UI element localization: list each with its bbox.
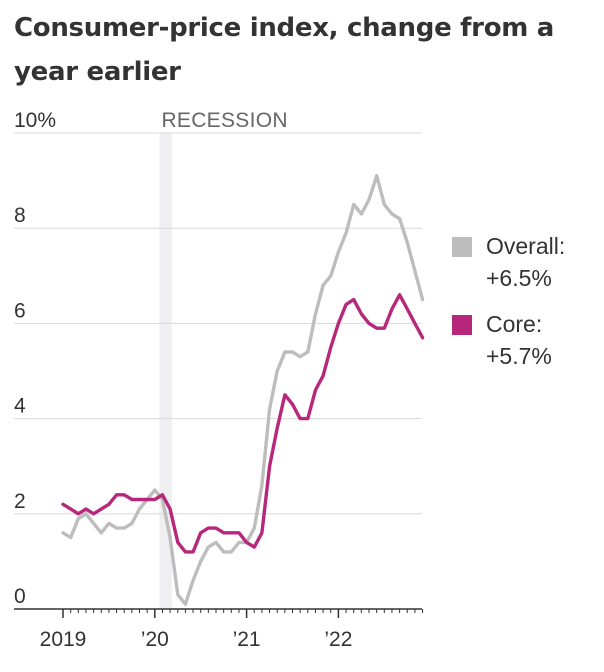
legend-swatch-core [452, 315, 472, 335]
y-tick-label-2: 2 [14, 490, 26, 513]
x-tick-label: 2019 [40, 628, 87, 651]
recession-label: RECESSION [161, 109, 287, 132]
legend-value-core: +5.7% [486, 343, 552, 369]
legend-value-overall: +6.5% [486, 265, 552, 291]
chart-title: Consumer-price index, change from a year… [14, 13, 555, 87]
x-tick-label: ’20 [141, 628, 169, 651]
x-axis [14, 608, 424, 618]
y-axis-ticks: 0 2 4 6 8 10% [14, 109, 56, 608]
x-axis-ticks: 2019 ’20 ’21 ’22 [40, 628, 353, 651]
legend-swatch-overall [452, 237, 472, 257]
legend-label-overall: Overall: [486, 233, 566, 259]
x-tick-label: ’22 [324, 628, 352, 651]
y-tick-label-0: 0 [14, 585, 26, 608]
recession-layer: RECESSION [159, 109, 288, 609]
y-tick-label-8: 8 [14, 204, 26, 227]
y-tick-label-6: 6 [14, 299, 26, 322]
legend-label-core: Core: [486, 311, 543, 337]
series-line-core [61, 293, 425, 554]
recession-band [159, 133, 172, 609]
series-lines [61, 174, 425, 606]
series-line-overall [61, 174, 425, 606]
x-tick-label: ’21 [233, 628, 261, 651]
y-tick-label-10: 10% [14, 109, 56, 132]
y-tick-label-4: 4 [14, 395, 26, 418]
gridlines [14, 132, 422, 515]
